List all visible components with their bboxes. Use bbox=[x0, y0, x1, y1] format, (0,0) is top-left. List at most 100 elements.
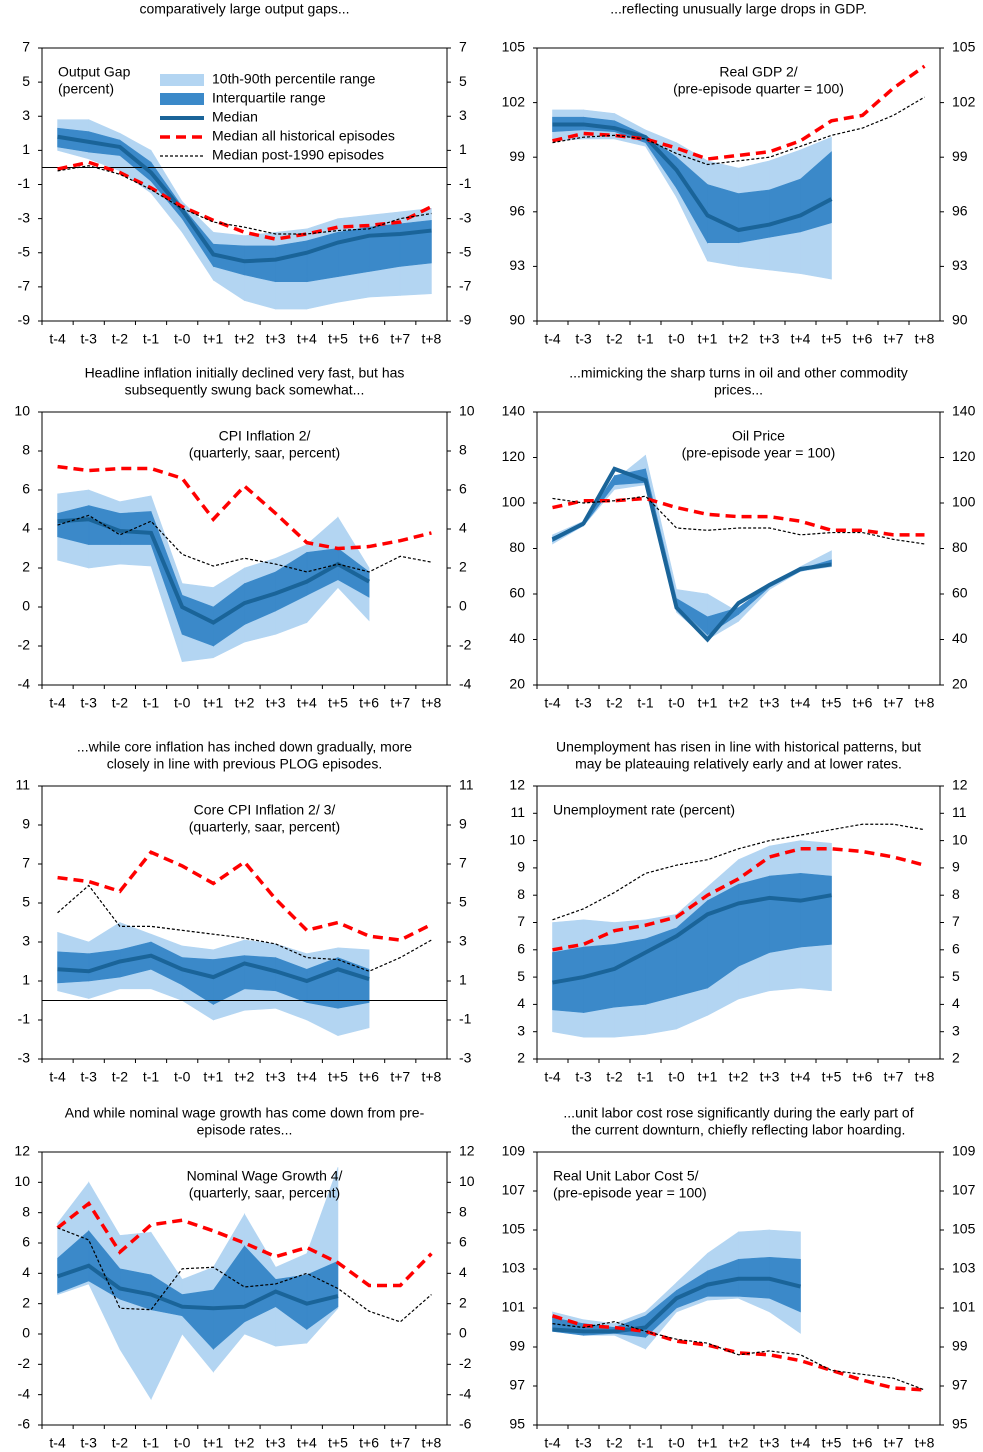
y2-tick-label: -2 bbox=[459, 1355, 472, 1371]
x-tick-label: t+6 bbox=[359, 1435, 379, 1451]
y2-tick-label: 10 bbox=[952, 831, 968, 847]
y-tick-label: 105 bbox=[502, 1221, 526, 1237]
y2-tick-label: -3 bbox=[459, 209, 472, 225]
x-tick-label: t+1 bbox=[203, 1435, 223, 1451]
y2-tick-label: 11 bbox=[952, 804, 967, 820]
x-tick-label: t+3 bbox=[266, 1069, 286, 1085]
x-tick-label: t+2 bbox=[729, 1435, 749, 1451]
y-tick-label: 2 bbox=[22, 1294, 30, 1310]
y2-tick-label: 107 bbox=[952, 1182, 976, 1198]
band-segment bbox=[119, 1232, 152, 1401]
x-tick-label: t+3 bbox=[266, 695, 286, 711]
panel-label: (pre-episode year = 100) bbox=[682, 445, 836, 461]
x-tick-label: t+3 bbox=[266, 331, 286, 347]
panel-title: prices... bbox=[714, 382, 763, 398]
y-tick-label: 95 bbox=[509, 1416, 525, 1432]
y2-tick-label: 7 bbox=[952, 913, 960, 929]
x-tick-label: t+2 bbox=[235, 331, 255, 347]
series-line bbox=[57, 517, 371, 625]
panel: The ongoing downturn is estimated to hav… bbox=[18, 1, 472, 347]
y2-tick-label: 6 bbox=[459, 481, 467, 497]
x-tick-label: t-4 bbox=[49, 331, 66, 347]
y2-tick-label: 109 bbox=[952, 1143, 976, 1159]
panel-label: (pre-episode quarter = 100) bbox=[673, 81, 844, 97]
y2-tick-label: 8 bbox=[952, 886, 960, 902]
y-tick-label: 0 bbox=[22, 598, 30, 614]
x-tick-label: t-1 bbox=[143, 331, 160, 347]
band-segment bbox=[399, 219, 432, 267]
panel: And while nominal wage growth has come d… bbox=[14, 1105, 474, 1451]
x-tick-label: t-3 bbox=[575, 695, 592, 711]
x-tick-label: t-4 bbox=[49, 1069, 66, 1085]
band-segment bbox=[244, 955, 276, 992]
x-tick-label: t+4 bbox=[297, 695, 317, 711]
y-tick-label: 5 bbox=[22, 73, 30, 89]
y-tick-label: 40 bbox=[509, 630, 525, 646]
x-tick-label: t+1 bbox=[698, 695, 718, 711]
y-tick-label: 7 bbox=[517, 913, 525, 929]
y2-tick-label: 11 bbox=[459, 777, 474, 793]
series-line bbox=[57, 160, 433, 241]
y2-tick-label: 10 bbox=[459, 1173, 475, 1189]
series-line bbox=[57, 514, 432, 573]
x-tick-label: t-1 bbox=[637, 1435, 654, 1451]
x-tick-label: t-3 bbox=[81, 331, 98, 347]
legend-swatch bbox=[160, 93, 204, 105]
panel-title: closely in line with previous PLOG episo… bbox=[107, 756, 382, 772]
y2-tick-label: -5 bbox=[459, 243, 472, 259]
y-tick-label: -7 bbox=[18, 278, 31, 294]
y2-tick-label: 2 bbox=[459, 559, 467, 575]
band-segment bbox=[583, 944, 615, 1013]
series-line bbox=[552, 64, 926, 161]
x-tick-label: t+7 bbox=[390, 1069, 410, 1085]
x-tick-label: t-1 bbox=[143, 1435, 160, 1451]
y2-tick-label: 93 bbox=[952, 257, 968, 273]
y2-tick-label: -7 bbox=[459, 278, 472, 294]
x-tick-label: t-3 bbox=[575, 1435, 592, 1451]
band-segment bbox=[368, 223, 401, 272]
x-tick-label: t+6 bbox=[359, 695, 379, 711]
y2-tick-label: 103 bbox=[952, 1260, 976, 1276]
x-tick-label: t-0 bbox=[668, 1435, 685, 1451]
y-tick-label: 10 bbox=[509, 831, 525, 847]
y-tick-label: 11 bbox=[510, 804, 525, 820]
panel-title: ...unit labor cost rose significantly du… bbox=[563, 1105, 913, 1121]
y2-tick-label: 120 bbox=[952, 448, 976, 464]
x-tick-label: t+8 bbox=[915, 331, 935, 347]
y-tick-label: 107 bbox=[502, 1182, 526, 1198]
panel-label: (pre-episode year = 100) bbox=[553, 1185, 707, 1201]
series-line bbox=[552, 495, 925, 545]
plot-frame bbox=[536, 1151, 941, 1426]
x-tick-label: t-2 bbox=[606, 1435, 623, 1451]
y-tick-label: 7 bbox=[22, 39, 30, 55]
y-tick-label: 7 bbox=[22, 855, 30, 871]
y-tick-label: 102 bbox=[502, 93, 526, 109]
y2-tick-label: 105 bbox=[952, 1221, 976, 1237]
y-tick-label: 3 bbox=[22, 107, 30, 123]
x-tick-label: t-0 bbox=[668, 1069, 685, 1085]
x-tick-label: t+4 bbox=[791, 695, 811, 711]
panel-title: Headline inflation initially declined ve… bbox=[85, 365, 405, 381]
panel-label: (percent) bbox=[58, 81, 114, 97]
panel-label: Oil Price bbox=[732, 428, 785, 444]
y2-tick-label: 9 bbox=[459, 816, 467, 832]
x-tick-label: t+1 bbox=[203, 1069, 223, 1085]
y2-tick-label: 97 bbox=[952, 1377, 968, 1393]
series-line bbox=[551, 466, 832, 643]
y-tick-label: 3 bbox=[22, 933, 30, 949]
y-tick-label: 103 bbox=[502, 1260, 526, 1276]
y-tick-label: -2 bbox=[18, 637, 31, 653]
x-tick-label: t+3 bbox=[266, 1435, 286, 1451]
x-tick-label: t-2 bbox=[112, 1435, 129, 1451]
series-line bbox=[57, 953, 370, 984]
y-tick-label: 109 bbox=[502, 1143, 526, 1159]
y-tick-label: 9 bbox=[517, 859, 525, 875]
y2-tick-label: 20 bbox=[952, 676, 968, 692]
panel: ...mimicking the sharp turns in oil and … bbox=[502, 365, 976, 711]
x-tick-label: t-0 bbox=[174, 1069, 191, 1085]
x-tick-label: t-3 bbox=[81, 1069, 98, 1085]
x-tick-label: t-0 bbox=[668, 695, 685, 711]
panel-label: (quarterly, saar, percent) bbox=[189, 819, 340, 835]
panel-title: the current downturn, chiefly reflecting… bbox=[572, 1122, 906, 1138]
panel-label: Output Gap bbox=[58, 64, 131, 80]
